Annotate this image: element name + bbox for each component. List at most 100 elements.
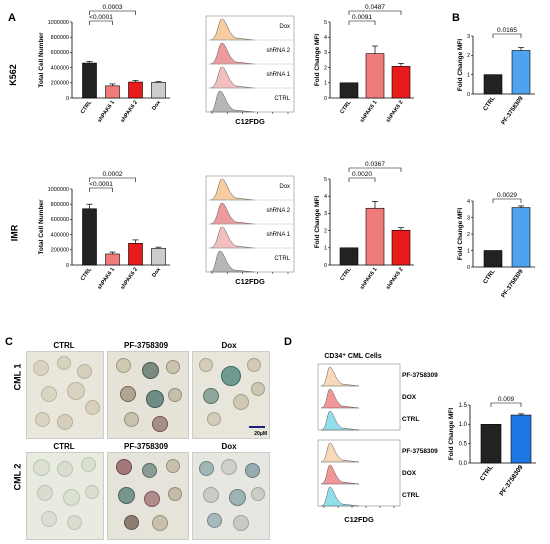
x-tick-label: shPAK6 2 [385, 100, 404, 124]
cell-blob [142, 463, 157, 478]
p-value-label: 0.0165 [497, 27, 517, 34]
cell-blob [144, 491, 160, 507]
cell-blob [116, 459, 132, 475]
micro-image-cml2-pf [107, 452, 189, 540]
x-tick-label: shPAK6 1 [97, 267, 116, 291]
y-tick-label: 0 [66, 263, 69, 269]
histogram-label: shRNA 2 [266, 208, 290, 214]
x-tick-label: shPAK6 2 [385, 267, 404, 291]
significance-bracket [348, 20, 376, 25]
y-axis-label: Fold Change MFI [448, 408, 455, 461]
cell-blob [152, 515, 168, 531]
cell-blob [247, 358, 261, 372]
y-tick-label: 1 [467, 248, 470, 254]
chart-d-fold-mfi: 0.0 0.5 1.0 1.5 Fold Change MFI CTRL PF-375830… [448, 396, 536, 497]
y-tick-label: 0 [66, 96, 69, 102]
y-tick-label: 1 [467, 72, 470, 78]
y-tick-label: 600000 [51, 50, 69, 56]
bar [365, 207, 385, 266]
y-tick-label: 1.5 [459, 403, 468, 409]
histogram-curve [209, 178, 255, 201]
histogram-label: CTRL [402, 492, 419, 499]
bar [82, 208, 97, 266]
histogram-curve [209, 202, 255, 225]
y-tick-label: 5 [324, 20, 327, 26]
significance-bracket [492, 198, 522, 203]
significance-bracket [89, 10, 136, 15]
micro-col-ctrl-2: CTRL [53, 442, 75, 451]
cell-blob [81, 457, 96, 472]
y-tick-label: 4 [467, 199, 470, 205]
p-value-label: 0.0029 [497, 192, 517, 199]
cell-blob [233, 394, 249, 410]
histogram-label: CTRL [274, 256, 290, 262]
cell-blob [35, 412, 50, 427]
significance-bracket [89, 20, 113, 25]
x-tick-label: shPAK6 1 [97, 100, 116, 124]
micro-col-pf-2: PF-3758309 [123, 442, 169, 451]
p-value-label: 0.0020 [352, 171, 372, 178]
y-tick-label: 600000 [51, 217, 69, 223]
cell-blob [207, 513, 222, 528]
cell-blob [116, 358, 131, 373]
histogram-curve [209, 226, 255, 249]
x-axis-label: C12FDG [235, 277, 265, 286]
chart-imr-fold-mfi: 0 1 2 3 4 5 Fold Change MFI CTRL shPAK6 1 shPAK6 … [314, 161, 414, 291]
y-tick-label: 4 [324, 35, 327, 41]
y-tick-label: 2 [467, 53, 470, 59]
micro-col-ctrl-1: CTRL [53, 341, 75, 350]
cell-blob [251, 487, 265, 501]
histogram-label: Dox [279, 184, 290, 190]
micro-image-cml1-pf [107, 351, 189, 439]
cell-blob [221, 459, 237, 475]
y-tick-label: 1000000 [48, 20, 69, 26]
y-tick-label: 0 [324, 96, 327, 102]
p-value-label: 0.0002 [103, 171, 123, 178]
p-value-label: <0.0001 [89, 181, 113, 188]
bar [339, 247, 359, 266]
p-value-label: 0.0091 [352, 14, 372, 21]
cell-blob [233, 515, 249, 531]
cell-blob [118, 487, 135, 504]
histogram-label: shRNA 1 [266, 72, 290, 78]
cell-blob [124, 515, 139, 530]
cell-blob [57, 461, 73, 477]
bar [128, 243, 143, 266]
cell-blob [146, 390, 164, 408]
bar [151, 247, 166, 266]
y-tick-label: 5 [324, 177, 327, 183]
cell-blob [57, 356, 71, 370]
cell-blob [245, 463, 260, 478]
y-tick-label: 800000 [51, 202, 69, 208]
y-tick-label: 3 [467, 215, 470, 221]
significance-bracket [348, 167, 402, 172]
p-value-label: 0.0003 [103, 4, 123, 11]
y-tick-label: 1 [324, 81, 327, 87]
significance-bracket [348, 177, 376, 182]
cell-blob [168, 487, 182, 501]
cell-blob [229, 489, 246, 506]
panel-letter-d: D [284, 336, 292, 348]
p-value-label: 0.009 [498, 396, 515, 403]
x-tick-label: shPAK6 2 [120, 100, 139, 124]
histogram-curve [209, 90, 255, 113]
y-tick-label: 2 [324, 65, 327, 71]
y-tick-label: 1.0 [459, 422, 468, 428]
cell-blob [41, 386, 57, 402]
histogram-imr: Dox shRNA 2 shRNA 1 CTRL C12FDG [205, 175, 295, 286]
y-tick-label: 0 [467, 265, 470, 271]
bar [105, 253, 120, 266]
y-axis-label: Fold Change MFI [314, 196, 321, 249]
bar [480, 424, 502, 464]
cell-blob [33, 459, 50, 476]
y-tick-label: 2 [467, 232, 470, 238]
histogram-label: Dox [279, 24, 290, 30]
x-tick-label: CTRL [479, 464, 495, 482]
histogram-curve [320, 464, 360, 485]
bar [128, 81, 143, 99]
y-tick-label: 3 [324, 211, 327, 217]
x-tick-label: Dox [151, 99, 162, 112]
